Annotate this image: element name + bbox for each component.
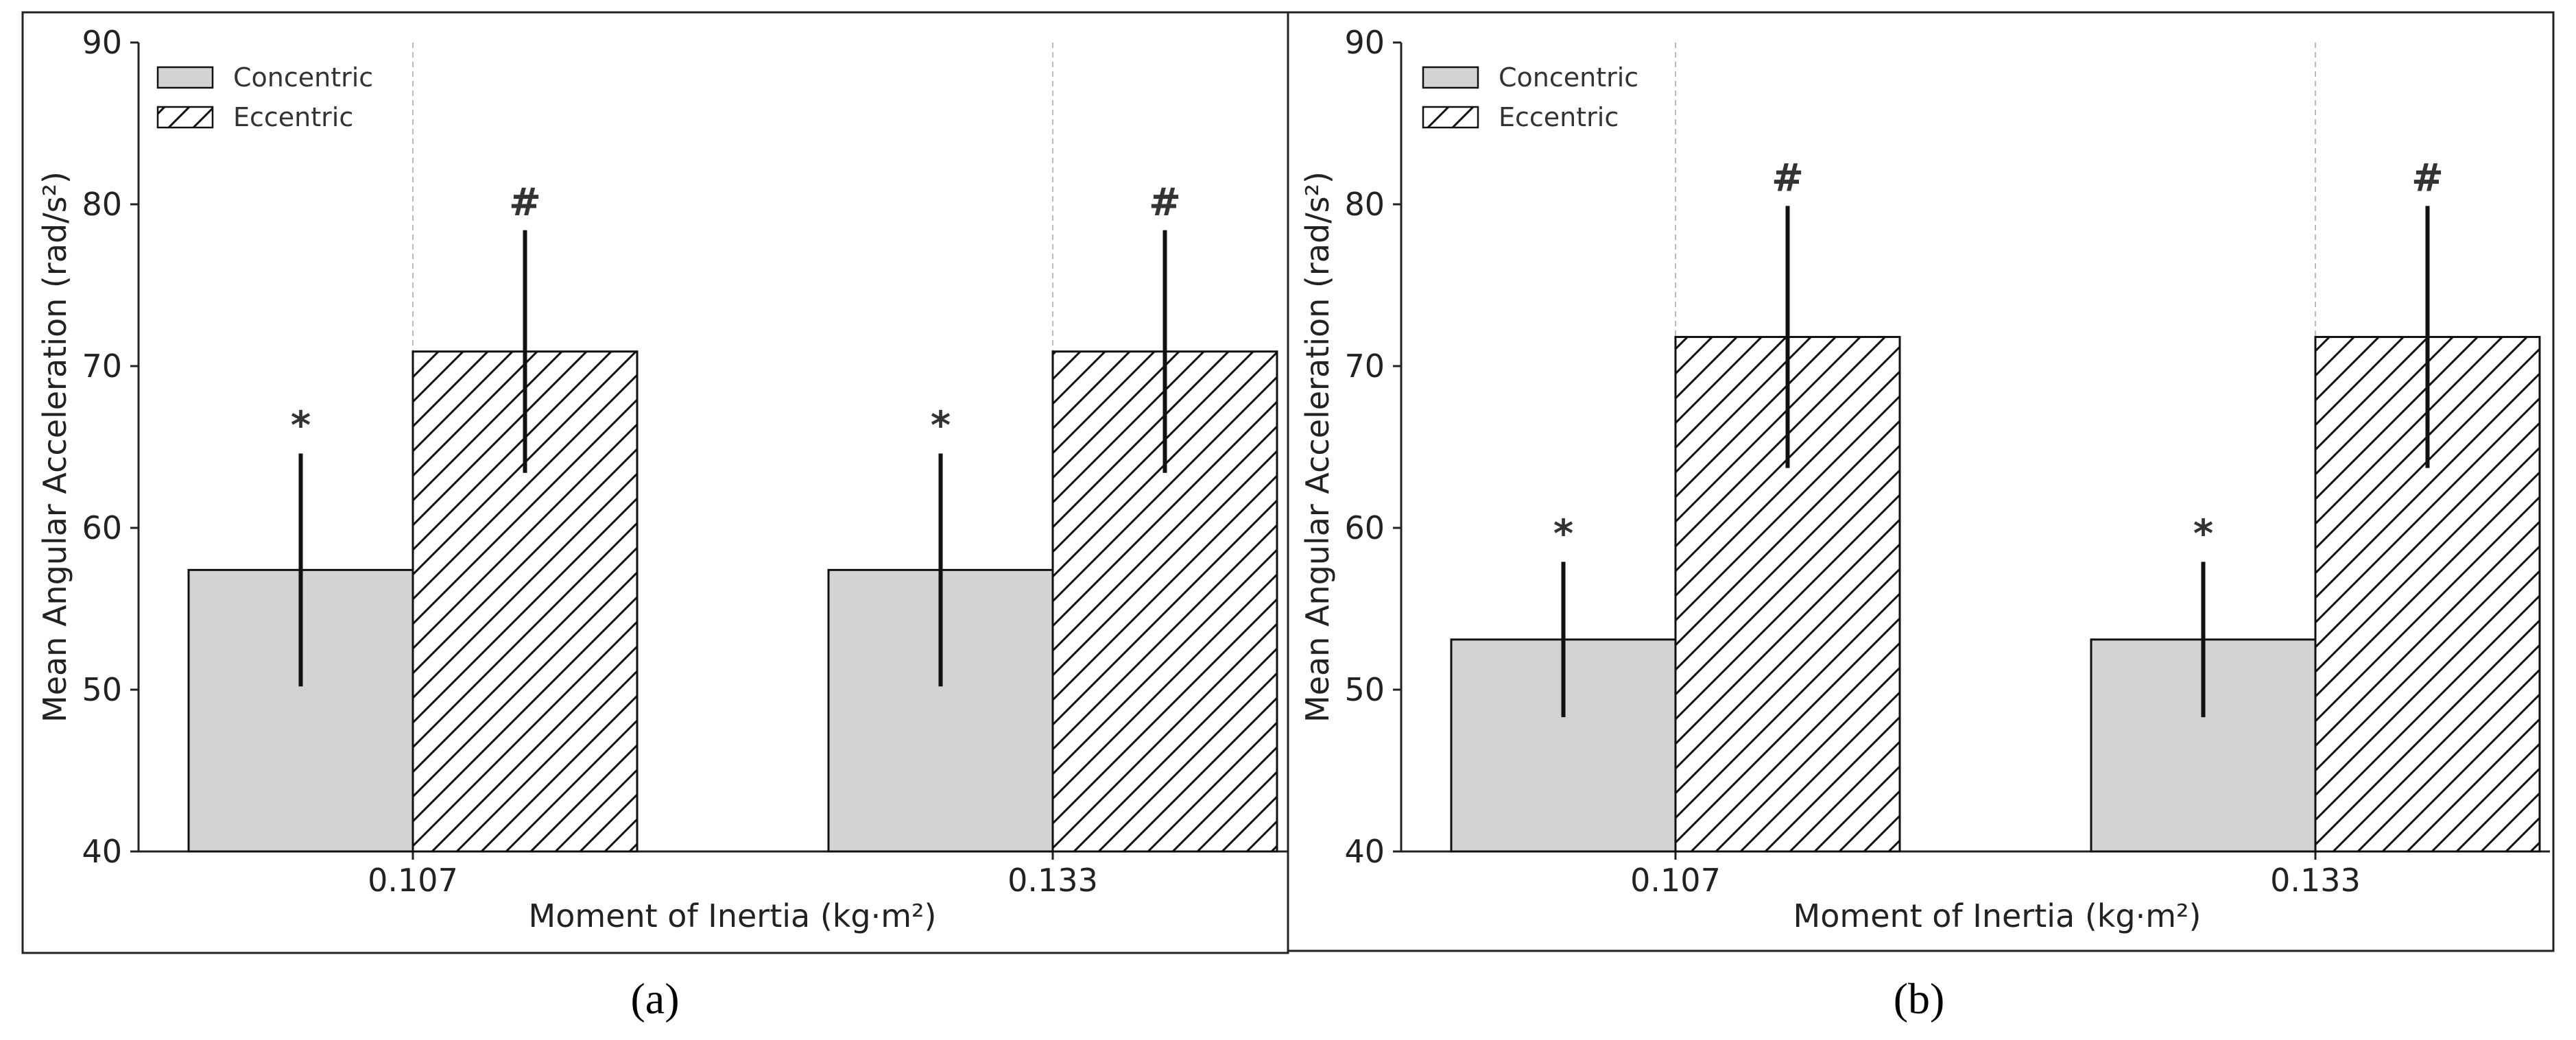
x-ticks: 0.107 0.133 (1630, 851, 2361, 899)
x-tick-label: 0.133 (1007, 862, 1098, 899)
y-axis-title: Mean Angular Acceleration (rad/s²) (36, 171, 73, 723)
bars (1450, 336, 2541, 853)
legend-label-concentric: Concentric (1499, 62, 1638, 93)
y-tick-label: 70 (82, 348, 122, 385)
panel-label: (b) (1894, 974, 1945, 1023)
y-tick-label: 80 (82, 186, 122, 223)
panel-frame (1287, 11, 2555, 952)
legend-swatch-concentric (156, 66, 214, 89)
significance-mark: # (2411, 156, 2444, 200)
legend-swatch-eccentric (156, 106, 214, 129)
x-tick-label: 0.133 (2270, 862, 2361, 899)
y-tick-label: 50 (82, 671, 122, 708)
bars (187, 350, 1278, 853)
legend-swatch-concentric (1422, 66, 1479, 89)
legend-label-eccentric: Eccentric (1499, 102, 1619, 132)
y-tick-label: 90 (1344, 24, 1385, 61)
legend-label-concentric: Concentric (233, 62, 373, 93)
x-axis-title: Moment of Inertia (kg·m²) (1793, 897, 2202, 934)
significance-mark: * (2193, 512, 2213, 557)
significance-mark: * (931, 403, 951, 448)
y-tick-label: 70 (1344, 348, 1385, 385)
y-tick-label: 40 (1344, 833, 1385, 870)
x-axis-title: Moment of Inertia (kg·m²) (529, 897, 937, 934)
y-axis-title: Mean Angular Acceleration (rad/s²) (1299, 171, 1336, 723)
y-ticks: 40 50 60 70 80 90 (1344, 24, 1401, 870)
chart-panel-a: 40 50 60 70 80 90 0.107 0.133 * # * # Concentric … (21, 11, 1289, 1023)
error-bars (298, 230, 1167, 687)
plot-area: 40 50 60 70 80 90 0.107 0.133 * # * # (1344, 24, 2550, 899)
y-ticks: 40 50 60 70 80 90 (82, 24, 139, 870)
significance-mark: # (1772, 156, 1804, 200)
legend: Concentric Eccentric (156, 62, 373, 132)
chart-panel-b: 40 50 60 70 80 90 0.107 0.133 * # * # Concentric … (1287, 11, 2555, 1023)
significance-marks: * # * # (1553, 156, 2444, 556)
significance-mark: # (1149, 180, 1181, 225)
legend-swatch-eccentric (1422, 106, 1479, 129)
significance-mark: * (1553, 512, 1573, 557)
y-tick-label: 60 (1344, 509, 1385, 546)
legend: Concentric Eccentric (1422, 62, 1638, 132)
y-tick-label: 90 (82, 24, 122, 61)
y-tick-label: 50 (1344, 671, 1385, 708)
y-tick-label: 60 (82, 509, 122, 546)
legend-label-eccentric: Eccentric (233, 102, 353, 132)
plot-area: 40 50 60 70 80 90 0.107 0.133 * # * # (82, 24, 1288, 899)
x-tick-label: 0.107 (368, 862, 458, 899)
significance-marks: * # * # (291, 180, 1181, 448)
x-ticks: 0.107 0.133 (368, 851, 1098, 899)
y-tick-label: 80 (1344, 186, 1385, 223)
x-tick-label: 0.107 (1630, 862, 1721, 899)
panel-label: (a) (630, 974, 679, 1023)
significance-mark: * (291, 403, 311, 448)
significance-mark: # (509, 180, 541, 225)
error-bars (1561, 206, 2430, 718)
y-tick-label: 40 (82, 833, 122, 870)
